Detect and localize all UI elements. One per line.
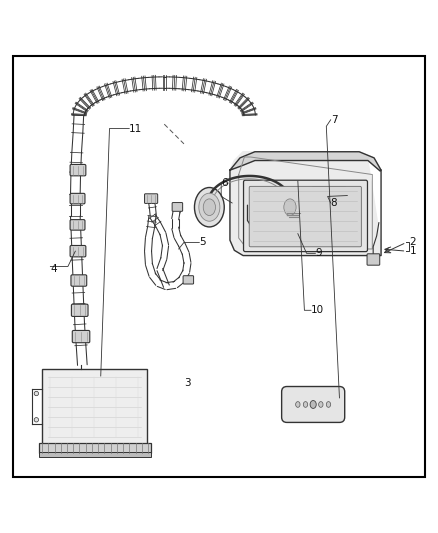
FancyBboxPatch shape: [70, 220, 85, 230]
FancyBboxPatch shape: [249, 187, 361, 247]
Bar: [39, 452, 151, 457]
Ellipse shape: [311, 402, 315, 407]
Text: 7: 7: [331, 115, 337, 125]
FancyBboxPatch shape: [70, 193, 85, 204]
Text: 8: 8: [331, 198, 337, 208]
Ellipse shape: [203, 199, 215, 215]
Polygon shape: [230, 152, 381, 255]
FancyBboxPatch shape: [244, 180, 367, 252]
Text: 4: 4: [50, 264, 57, 273]
Bar: [39, 443, 151, 453]
Ellipse shape: [310, 400, 316, 408]
Ellipse shape: [284, 199, 296, 215]
FancyBboxPatch shape: [70, 165, 86, 176]
FancyBboxPatch shape: [71, 275, 87, 286]
Text: 5: 5: [199, 237, 206, 247]
Ellipse shape: [303, 402, 307, 407]
FancyBboxPatch shape: [71, 304, 88, 317]
FancyBboxPatch shape: [70, 246, 86, 257]
Text: 1: 1: [410, 246, 416, 256]
Ellipse shape: [34, 391, 39, 395]
Text: 11: 11: [129, 124, 142, 134]
Bar: [42, 369, 147, 444]
Polygon shape: [230, 152, 381, 171]
FancyBboxPatch shape: [145, 194, 158, 204]
FancyBboxPatch shape: [307, 182, 349, 209]
Text: 3: 3: [184, 377, 191, 387]
Ellipse shape: [296, 402, 300, 407]
Text: 2: 2: [410, 237, 416, 247]
Ellipse shape: [199, 193, 220, 221]
Ellipse shape: [318, 402, 323, 407]
Text: 10: 10: [311, 305, 324, 316]
Ellipse shape: [326, 402, 331, 407]
FancyBboxPatch shape: [183, 276, 194, 284]
FancyBboxPatch shape: [282, 386, 345, 423]
Text: 6: 6: [221, 178, 228, 188]
FancyBboxPatch shape: [172, 203, 183, 211]
Ellipse shape: [34, 418, 39, 422]
FancyBboxPatch shape: [367, 254, 380, 265]
Ellipse shape: [275, 188, 305, 227]
Ellipse shape: [279, 193, 300, 221]
Text: 9: 9: [315, 248, 322, 259]
Ellipse shape: [194, 188, 224, 227]
FancyBboxPatch shape: [72, 330, 90, 343]
